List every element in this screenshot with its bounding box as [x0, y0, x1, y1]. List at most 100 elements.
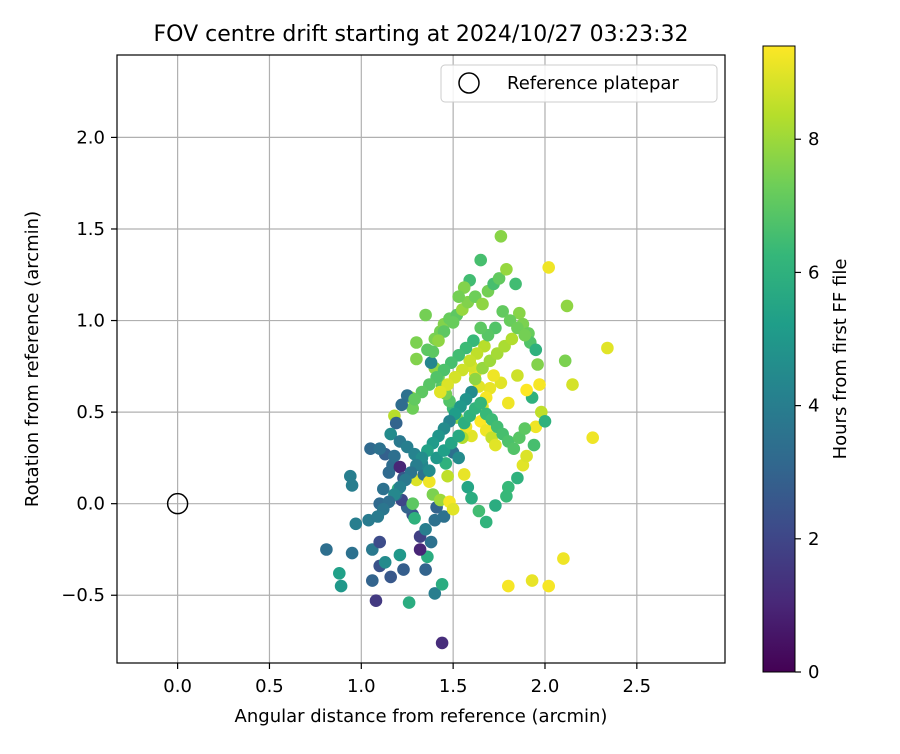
y-axis-label: Rotation from reference (arcmin)	[22, 211, 43, 507]
data-point	[558, 354, 572, 368]
y-tick-label: −0.5	[61, 585, 105, 606]
data-point	[333, 567, 346, 580]
data-point	[384, 427, 398, 441]
data-point	[472, 504, 486, 518]
data-point	[437, 510, 451, 523]
data-point	[502, 396, 515, 410]
colorbar-tick-label: 4	[808, 396, 819, 417]
data-point	[366, 574, 379, 587]
data-point	[408, 393, 421, 406]
data-point	[437, 325, 451, 338]
data-point	[505, 332, 519, 346]
legend: Reference platepar	[440, 64, 718, 103]
data-point	[560, 299, 574, 313]
data-point	[461, 480, 475, 494]
data-point	[377, 482, 390, 496]
data-point	[410, 352, 423, 366]
data-point	[489, 499, 502, 512]
data-point	[520, 383, 533, 397]
data-point	[586, 431, 599, 445]
y-axis-ticks: −0.5 0.0 0.5 1.0 1.5 2.0	[61, 127, 117, 606]
data-point	[457, 468, 471, 481]
data-point	[474, 253, 488, 267]
data-point	[419, 563, 432, 576]
data-point	[463, 354, 477, 368]
data-point	[378, 556, 392, 569]
y-tick-label: 0.5	[76, 402, 105, 423]
x-tick-label: 2.5	[623, 676, 652, 697]
data-point	[452, 429, 466, 443]
data-point	[452, 451, 466, 465]
data-point	[402, 596, 416, 609]
colorbar-label: Hours from first FF file	[830, 259, 851, 460]
data-point	[509, 277, 522, 291]
y-tick-label: 2.0	[76, 127, 105, 148]
data-point	[373, 535, 387, 549]
data-point	[334, 579, 348, 593]
plot-frame	[116, 54, 726, 664]
data-point	[434, 385, 447, 399]
data-point	[364, 442, 377, 456]
data-point	[489, 438, 502, 452]
data-point	[432, 334, 445, 348]
data-point	[389, 416, 403, 430]
data-point	[349, 517, 363, 531]
data-point	[601, 341, 614, 355]
data-point	[492, 272, 506, 285]
data-point	[345, 479, 359, 492]
data-point	[419, 308, 432, 322]
data-point	[435, 578, 449, 591]
colorbar-ticks: 0 2 4 6 8	[795, 129, 819, 683]
data-point	[457, 281, 471, 294]
x-axis-label: Angular distance from reference (arcmin)	[235, 706, 608, 727]
data-point	[511, 369, 524, 382]
data-point	[468, 372, 482, 386]
data-point	[424, 356, 438, 370]
legend-reference-marker	[458, 72, 480, 94]
x-tick-label: 0.5	[255, 676, 284, 697]
data-point	[395, 398, 409, 412]
data-point	[531, 358, 544, 371]
data-point	[494, 230, 508, 243]
colorbar-tick-label: 6	[808, 262, 819, 283]
data-point	[424, 535, 438, 549]
y-tick-label: 0.0	[76, 494, 105, 515]
data-point	[511, 471, 524, 485]
legend-box	[440, 64, 718, 103]
data-point	[423, 475, 436, 489]
data-point	[566, 378, 579, 391]
data-point	[452, 290, 466, 304]
data-point	[393, 548, 407, 562]
data-point	[513, 306, 526, 320]
data-point	[419, 523, 432, 536]
x-tick-label: 1.5	[439, 676, 468, 697]
data-point	[502, 480, 515, 494]
data-point	[441, 469, 454, 483]
data-point	[408, 512, 421, 525]
x-tick-label: 2.0	[531, 676, 560, 697]
data-point	[373, 442, 387, 456]
data-point	[520, 449, 533, 463]
data-point	[518, 328, 532, 342]
reference-platepar-marker	[166, 492, 189, 515]
data-point	[502, 579, 515, 593]
data-point	[384, 570, 398, 584]
data-point	[345, 546, 359, 560]
data-point	[529, 420, 543, 434]
colorbar-tick-label: 2	[808, 529, 819, 550]
legend-entry-reference-platepar: Reference platepar	[507, 73, 679, 94]
data-point	[542, 261, 555, 274]
data-point	[406, 497, 420, 511]
data-point	[557, 552, 570, 565]
data-point	[446, 316, 460, 329]
data-point	[496, 305, 510, 318]
data-point	[388, 449, 401, 463]
y-tick-label: 1.5	[76, 219, 105, 240]
data-point	[513, 431, 526, 445]
x-tick-label: 0.0	[163, 676, 192, 697]
data-point	[413, 543, 427, 556]
data-point	[428, 587, 442, 600]
data-point	[423, 464, 436, 478]
